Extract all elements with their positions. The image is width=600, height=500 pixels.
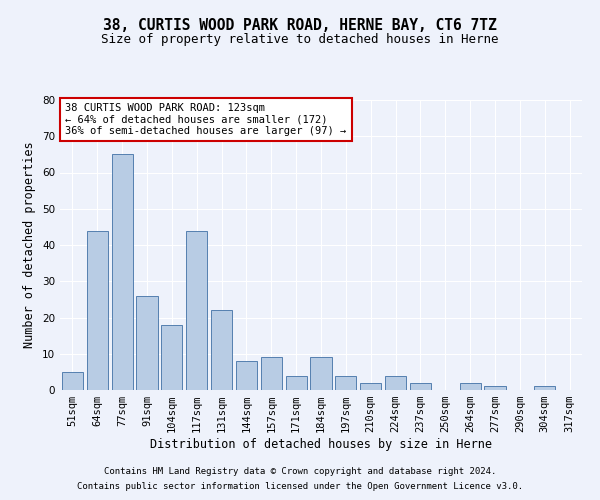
Bar: [136, 296, 158, 390]
Bar: [310, 358, 332, 390]
Bar: [410, 383, 431, 390]
Text: Contains public sector information licensed under the Open Government Licence v3: Contains public sector information licen…: [77, 482, 523, 491]
Bar: [261, 358, 282, 390]
Bar: [286, 376, 307, 390]
Bar: [211, 310, 232, 390]
Bar: [112, 154, 133, 390]
Bar: [335, 376, 356, 390]
Text: 38 CURTIS WOOD PARK ROAD: 123sqm
← 64% of detached houses are smaller (172)
36% : 38 CURTIS WOOD PARK ROAD: 123sqm ← 64% o…: [65, 103, 346, 136]
X-axis label: Distribution of detached houses by size in Herne: Distribution of detached houses by size …: [150, 438, 492, 451]
Bar: [360, 383, 381, 390]
Text: 38, CURTIS WOOD PARK ROAD, HERNE BAY, CT6 7TZ: 38, CURTIS WOOD PARK ROAD, HERNE BAY, CT…: [103, 18, 497, 32]
Bar: [460, 383, 481, 390]
Bar: [62, 372, 83, 390]
Bar: [87, 230, 108, 390]
Bar: [161, 325, 182, 390]
Y-axis label: Number of detached properties: Number of detached properties: [23, 142, 37, 348]
Text: Size of property relative to detached houses in Herne: Size of property relative to detached ho…: [101, 32, 499, 46]
Bar: [385, 376, 406, 390]
Text: Contains HM Land Registry data © Crown copyright and database right 2024.: Contains HM Land Registry data © Crown c…: [104, 467, 496, 476]
Bar: [484, 386, 506, 390]
Bar: [534, 386, 555, 390]
Bar: [186, 230, 207, 390]
Bar: [236, 361, 257, 390]
